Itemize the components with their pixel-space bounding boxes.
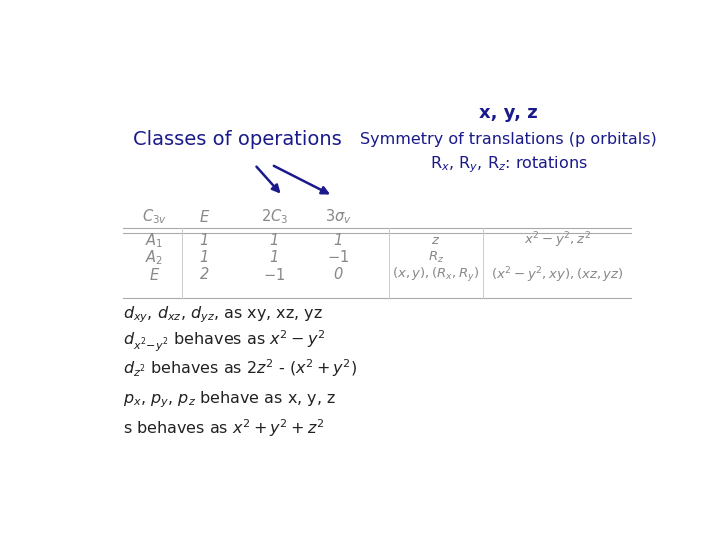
Text: 1: 1: [199, 233, 209, 248]
Text: Symmetry of translations (p orbitals): Symmetry of translations (p orbitals): [360, 132, 657, 147]
Text: Classes of operations: Classes of operations: [133, 130, 342, 149]
Text: 1: 1: [199, 250, 209, 265]
Text: $d_{xy}$, $d_{xz}$, $d_{yz}$, as xy, xz, yz: $d_{xy}$, $d_{xz}$, $d_{yz}$, as xy, xz,…: [124, 304, 323, 325]
Text: $R_z$: $R_z$: [428, 250, 444, 265]
Text: 1: 1: [269, 233, 279, 248]
Text: s behaves as $x^2 + y^2 + z^2$: s behaves as $x^2 + y^2 + z^2$: [124, 418, 325, 440]
Text: $3\sigma_v$: $3\sigma_v$: [325, 207, 351, 226]
Text: $d_{x^2\!-\!y^2}^{\;\;}$ behaves as $x^2 - y^2$: $d_{x^2\!-\!y^2}^{\;\;}$ behaves as $x^2…: [124, 329, 325, 354]
Text: $E$: $E$: [199, 208, 210, 225]
Text: R$_x$, R$_y$, R$_z$: rotations: R$_x$, R$_y$, R$_z$: rotations: [430, 154, 588, 175]
Text: $(x^2-y^2, xy), (xz, yz)$: $(x^2-y^2, xy), (xz, yz)$: [491, 265, 624, 285]
Text: $x^2-y^2, z^2$: $x^2-y^2, z^2$: [523, 231, 591, 250]
Text: 0: 0: [333, 267, 343, 282]
Text: $A_1$: $A_1$: [145, 231, 163, 249]
Text: 2: 2: [199, 267, 209, 282]
Text: 1: 1: [333, 233, 343, 248]
Text: x, y, z: x, y, z: [479, 104, 538, 122]
Text: $-1$: $-1$: [263, 267, 285, 283]
Text: $(x, y), (R_x, R_y)$: $(x, y), (R_x, R_y)$: [392, 266, 480, 284]
Text: $E$: $E$: [148, 267, 160, 283]
Text: $d_{z^2}$ behaves as $2z^2$ - $(x^2 + y^2)$: $d_{z^2}$ behaves as $2z^2$ - $(x^2 + y^…: [124, 357, 358, 379]
Text: $-1$: $-1$: [328, 249, 349, 265]
Text: $z$: $z$: [431, 234, 441, 247]
Text: 1: 1: [269, 250, 279, 265]
Text: $p_x$, $p_y$, $p_z$ behave as x, y, z: $p_x$, $p_y$, $p_z$ behave as x, y, z: [124, 389, 336, 410]
Text: $2C_3$: $2C_3$: [261, 207, 288, 226]
Text: $A_2$: $A_2$: [145, 248, 163, 267]
Text: $C_{3v}$: $C_{3v}$: [142, 207, 166, 226]
